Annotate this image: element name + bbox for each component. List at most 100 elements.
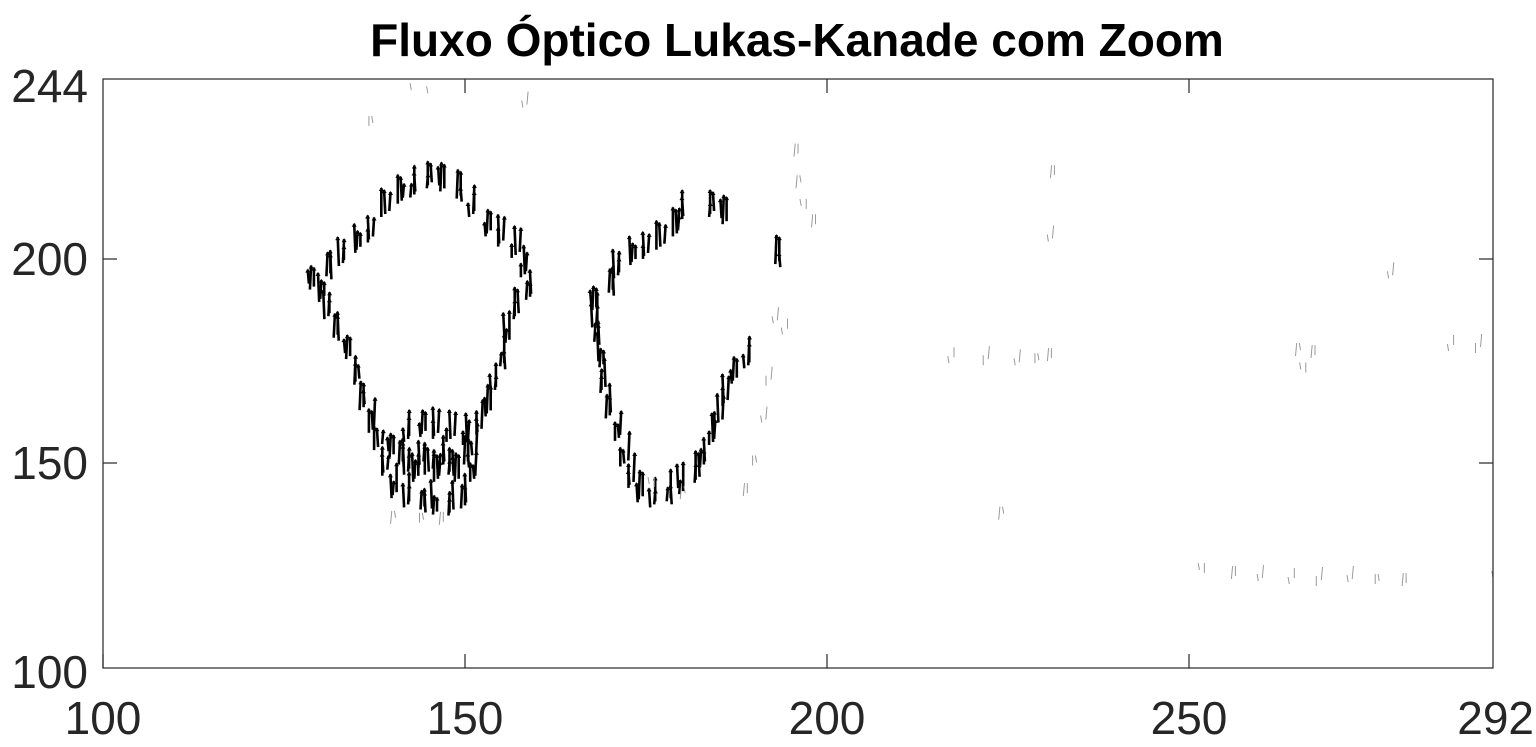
flow-arrow-head bbox=[428, 478, 434, 483]
flow-arrow bbox=[1261, 564, 1264, 579]
flow-arrow bbox=[401, 445, 406, 475]
flow-arrow-head bbox=[379, 452, 385, 457]
flow-arrow bbox=[524, 280, 529, 300]
flow-arrow-head bbox=[422, 441, 428, 446]
flow-arrow-head bbox=[463, 412, 469, 417]
flow-arrow-head bbox=[353, 354, 359, 359]
flow-arrow-head bbox=[668, 468, 674, 473]
flow-arrow-head bbox=[409, 451, 415, 456]
flow-arrow-head bbox=[387, 473, 393, 478]
flow-arrow-head bbox=[397, 439, 403, 444]
flow-arrow bbox=[388, 191, 392, 212]
flow-arrow-head bbox=[665, 486, 671, 491]
flow-arrow-head bbox=[347, 336, 353, 341]
flow-arrow bbox=[618, 410, 623, 435]
flow-arrow bbox=[770, 366, 773, 380]
flow-arrow-head bbox=[366, 407, 372, 412]
flow-arrow bbox=[947, 356, 950, 364]
flow-arrow-head bbox=[411, 171, 417, 176]
chart-title: Fluxo Óptico Lukas-Kanade com Zoom bbox=[370, 14, 1224, 66]
flow-arrow-head bbox=[721, 394, 727, 399]
flow-arrow-head bbox=[598, 347, 604, 352]
flow-arrow bbox=[466, 419, 471, 440]
x-tick-label: 250 bbox=[1151, 692, 1228, 744]
flow-arrow bbox=[451, 456, 455, 476]
flow-arrow bbox=[1256, 573, 1259, 582]
flow-arrow bbox=[431, 406, 436, 436]
flow-arrow-head bbox=[726, 375, 732, 380]
flow-arrow bbox=[419, 490, 423, 510]
flow-arrow-head bbox=[590, 285, 596, 290]
flow-arrow-head bbox=[495, 213, 501, 218]
flow-arrow-head bbox=[626, 430, 632, 435]
flow-arrow-head bbox=[335, 236, 341, 241]
flow-arrow bbox=[429, 479, 434, 509]
flow-arrow bbox=[453, 411, 457, 436]
flow-arrow bbox=[380, 453, 385, 473]
flow-arrow bbox=[431, 495, 436, 515]
flow-arrow bbox=[528, 269, 533, 294]
flow-arrow bbox=[712, 419, 717, 440]
flow-arrow-head bbox=[326, 298, 332, 303]
flow-arrow-head bbox=[447, 446, 452, 451]
flow-arrow-head bbox=[456, 453, 462, 458]
flow-arrow bbox=[1386, 271, 1390, 279]
flow-arrow-head bbox=[521, 244, 527, 249]
flow-arrow-head bbox=[480, 398, 486, 403]
flow-arrow-head bbox=[653, 219, 659, 224]
flow-arrow-head bbox=[695, 451, 701, 456]
flow-arrow bbox=[611, 249, 616, 279]
flow-arrow-head bbox=[527, 268, 533, 273]
flow-arrow-head bbox=[315, 271, 321, 276]
flow-arrow-head bbox=[747, 335, 753, 340]
flow-arrow-head bbox=[707, 188, 713, 193]
flow-arrow-head bbox=[428, 162, 434, 167]
flow-arrow-head bbox=[391, 434, 397, 439]
flow-arrow bbox=[683, 486, 686, 494]
x-tick-label: 292 bbox=[1457, 692, 1534, 744]
flow-arrow-head bbox=[500, 311, 506, 316]
flow-arrow bbox=[501, 312, 506, 337]
flow-arrow-head bbox=[488, 385, 494, 390]
flow-arrow-head bbox=[341, 338, 347, 343]
flow-arrow-head bbox=[453, 451, 459, 456]
flow-arrow bbox=[372, 397, 377, 427]
flow-arrow-head bbox=[485, 208, 491, 213]
flow-arrow-head bbox=[617, 446, 623, 451]
flow-arrow-head bbox=[425, 160, 431, 165]
flow-arrow bbox=[657, 222, 662, 247]
flow-arrow-head bbox=[593, 287, 599, 292]
flow-arrow bbox=[421, 512, 424, 520]
flow-arrow bbox=[799, 175, 802, 183]
flow-arrow bbox=[593, 322, 597, 342]
flow-arrow-head bbox=[677, 479, 683, 484]
flow-arrow-head bbox=[501, 333, 507, 338]
flow-arrow bbox=[754, 455, 758, 463]
flow-arrow-head bbox=[430, 405, 436, 410]
flow-arrow-head bbox=[473, 450, 479, 455]
flow-vectors bbox=[305, 83, 1494, 587]
flow-arrow-head bbox=[706, 430, 712, 435]
flow-arrow bbox=[451, 480, 455, 510]
flow-arrow-head bbox=[719, 373, 725, 378]
flow-arrow-head bbox=[438, 161, 444, 166]
flow-arrow-head bbox=[746, 342, 752, 347]
flow-arrow-head bbox=[406, 408, 412, 413]
flow-arrow bbox=[409, 83, 412, 91]
flow-arrow-head bbox=[588, 302, 594, 307]
flow-arrow bbox=[513, 225, 517, 255]
flow-arrow bbox=[774, 235, 778, 265]
flow-arrow-head bbox=[512, 286, 518, 291]
flow-arrow-head bbox=[321, 280, 327, 285]
flow-arrow-head bbox=[441, 163, 447, 168]
flow-arrow-head bbox=[646, 232, 652, 237]
flow-arrow-head bbox=[406, 471, 412, 476]
flow-arrow-head bbox=[518, 262, 524, 267]
flow-arrow-head bbox=[673, 208, 679, 213]
flow-arrow bbox=[646, 233, 651, 253]
flow-arrow-head bbox=[474, 422, 480, 427]
flow-arrow-head bbox=[501, 349, 507, 354]
flow-arrow bbox=[721, 395, 725, 420]
flow-arrow bbox=[423, 488, 427, 513]
flow-arrow-head bbox=[421, 487, 427, 492]
